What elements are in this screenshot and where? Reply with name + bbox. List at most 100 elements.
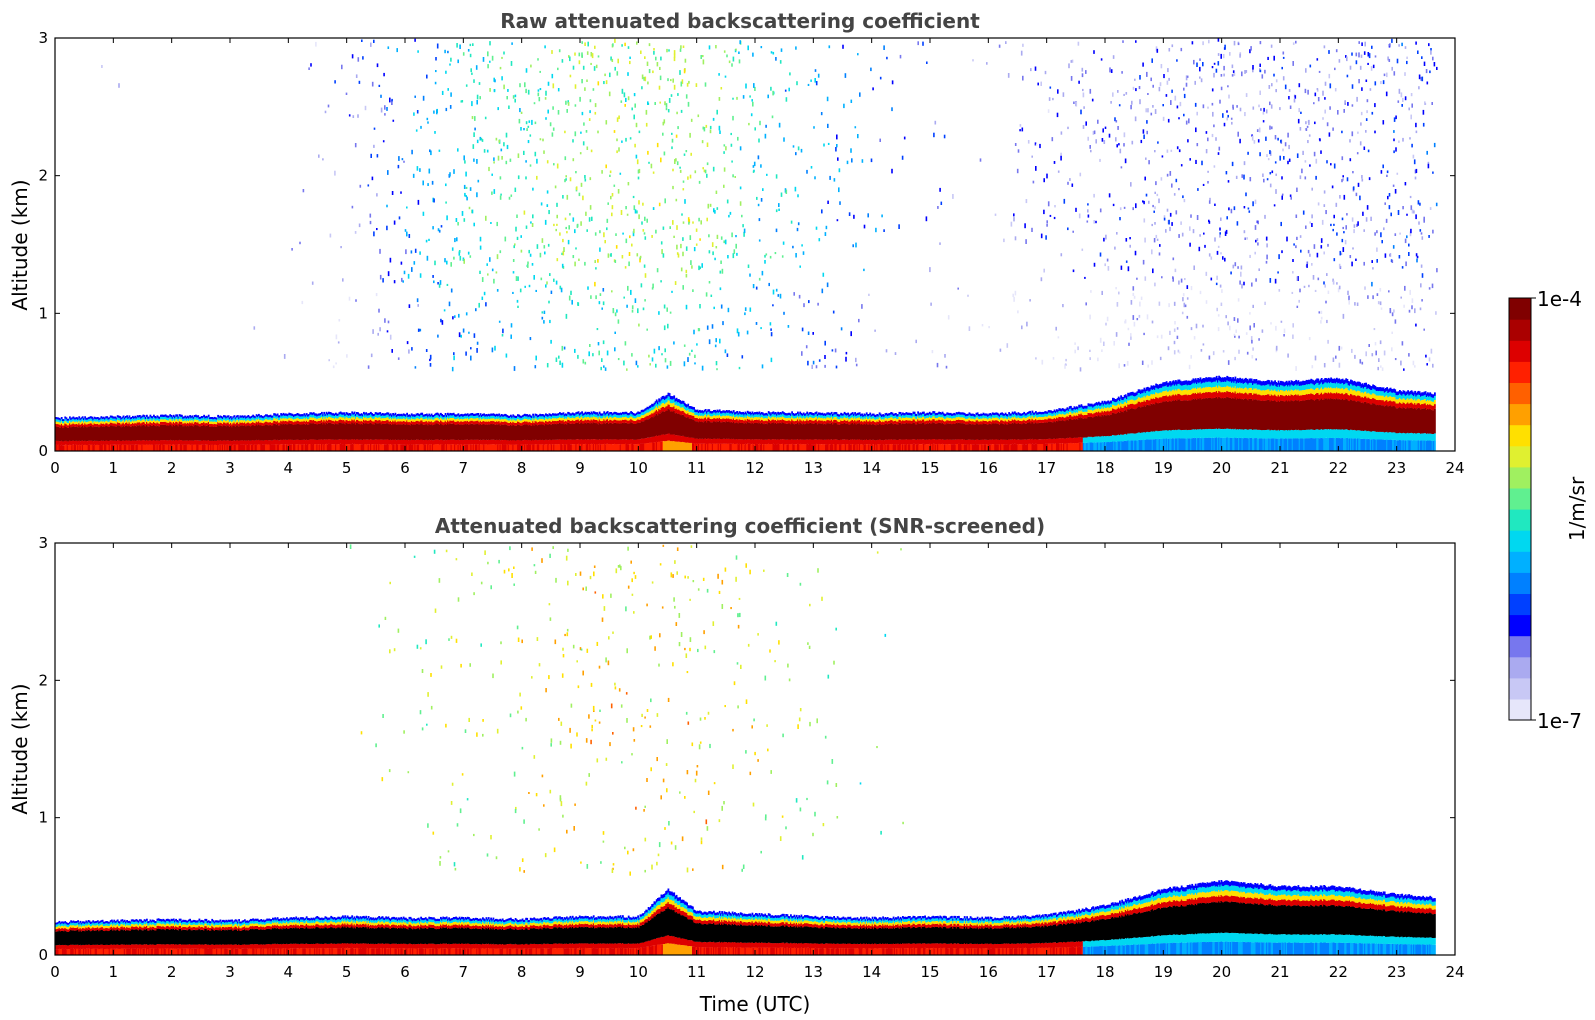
- noise-pixel: [704, 717, 706, 720]
- noise-pixel: [556, 224, 558, 226]
- noise-pixel: [562, 239, 564, 242]
- noise-pixel: [466, 187, 468, 189]
- noise-pixel: [558, 718, 560, 721]
- noise-pixel: [1148, 160, 1150, 164]
- noise-pixel: [1259, 128, 1261, 133]
- noise-pixel: [752, 102, 754, 107]
- noise-pixel: [1418, 221, 1420, 224]
- noise-pixel: [1416, 169, 1418, 173]
- noise-pixel: [667, 78, 669, 81]
- noise-pixel: [796, 81, 798, 85]
- noise-pixel: [695, 779, 697, 783]
- noise-pixel: [1399, 255, 1401, 259]
- noise-pixel: [714, 650, 716, 653]
- noise-pixel: [472, 43, 474, 46]
- noise-pixel: [1061, 253, 1063, 256]
- noise-pixel: [717, 207, 719, 210]
- noise-pixel: [1266, 154, 1268, 157]
- noise-pixel: [494, 346, 496, 351]
- noise-pixel: [590, 576, 592, 579]
- noise-pixel: [1293, 42, 1295, 45]
- noise-pixel: [636, 42, 638, 45]
- noise-pixel: [516, 215, 518, 219]
- noise-pixel: [614, 347, 616, 351]
- noise-pixel: [636, 361, 638, 366]
- noise-pixel: [657, 713, 659, 717]
- noise-pixel: [626, 648, 628, 653]
- noise-pixel: [676, 112, 678, 115]
- noise-pixel: [1271, 104, 1273, 108]
- noise-pixel: [555, 186, 557, 189]
- noise-pixel: [667, 365, 669, 368]
- noise-pixel: [900, 548, 902, 550]
- noise-pixel: [639, 169, 641, 173]
- noise-pixel: [1168, 78, 1170, 81]
- noise-pixel: [674, 606, 676, 609]
- noise-pixel: [449, 302, 451, 307]
- noise-pixel: [545, 117, 547, 120]
- noise-pixel: [523, 151, 525, 155]
- noise-pixel: [1350, 255, 1352, 258]
- noise-pixel: [1402, 206, 1404, 209]
- noise-pixel: [485, 216, 487, 221]
- noise-pixel: [629, 872, 631, 876]
- noise-pixel: [795, 187, 797, 192]
- noise-pixel: [1017, 169, 1019, 173]
- noise-pixel: [542, 775, 544, 778]
- noise-pixel: [754, 162, 756, 166]
- noise-pixel: [1403, 305, 1405, 308]
- noise-pixel: [381, 108, 383, 113]
- noise-pixel: [644, 232, 646, 234]
- noise-pixel: [1199, 234, 1201, 237]
- noise-pixel: [459, 250, 461, 253]
- noise-pixel: [605, 657, 607, 662]
- noise-pixel: [583, 359, 585, 363]
- noise-pixel: [449, 172, 451, 176]
- noise-pixel: [648, 162, 650, 164]
- noise-pixel: [1214, 63, 1216, 65]
- noise-pixel: [562, 264, 564, 268]
- noise-pixel: [566, 109, 568, 113]
- noise-pixel: [328, 359, 330, 361]
- noise-pixel: [602, 618, 604, 622]
- noise-pixel: [738, 52, 740, 55]
- noise-pixel: [604, 606, 606, 611]
- noise-pixel: [731, 233, 733, 238]
- noise-pixel: [687, 671, 689, 673]
- noise-pixel: [1055, 327, 1057, 331]
- noise-pixel: [1321, 311, 1323, 314]
- noise-pixel: [616, 150, 618, 153]
- noise-pixel: [1280, 140, 1282, 143]
- noise-pixel: [475, 308, 477, 311]
- noise-pixel: [839, 201, 841, 205]
- noise-pixel: [349, 114, 351, 116]
- noise-pixel: [494, 189, 496, 194]
- noise-pixel: [531, 120, 533, 125]
- noise-pixel: [1019, 129, 1021, 131]
- noise-pixel: [1393, 185, 1395, 187]
- noise-pixel: [833, 661, 835, 665]
- noise-pixel: [716, 361, 718, 365]
- noise-pixel: [398, 629, 400, 633]
- noise-pixel: [741, 869, 743, 872]
- noise-pixel: [735, 577, 737, 582]
- noise-pixel: [740, 187, 742, 190]
- noise-pixel: [729, 61, 731, 64]
- noise-pixel: [1364, 286, 1366, 289]
- noise-pixel: [401, 278, 403, 282]
- noise-pixel: [360, 185, 362, 188]
- noise-pixel: [683, 181, 685, 183]
- noise-pixel: [498, 560, 500, 564]
- noise-pixel: [441, 665, 443, 668]
- noise-pixel: [660, 280, 662, 282]
- noise-pixel: [608, 253, 610, 257]
- noise-pixel: [1309, 134, 1311, 136]
- noise-pixel: [565, 175, 567, 177]
- noise-pixel: [1420, 283, 1422, 287]
- noise-pixel: [1226, 110, 1228, 112]
- x-tick-label: 7: [459, 459, 469, 477]
- noise-pixel: [469, 207, 471, 209]
- noise-pixel: [330, 234, 332, 238]
- noise-pixel: [722, 865, 724, 869]
- noise-pixel: [532, 223, 534, 227]
